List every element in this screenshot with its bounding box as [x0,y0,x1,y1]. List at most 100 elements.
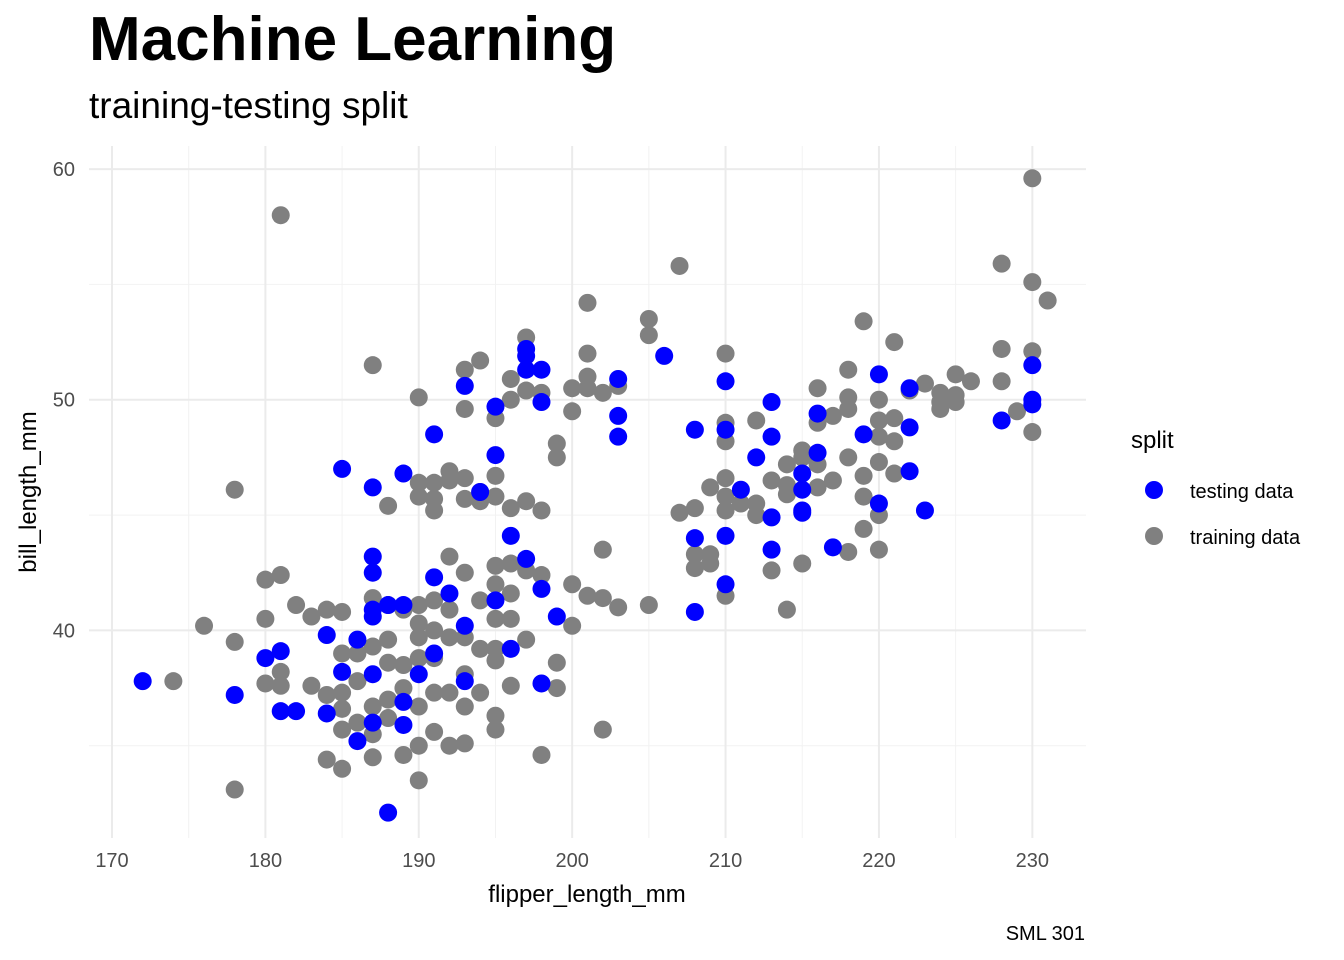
training-data-point [486,720,505,739]
testing-data-point [900,379,919,398]
training-data-point [1023,423,1042,442]
training-data-point [777,455,796,474]
training-data-point [1023,342,1042,361]
testing-data-point [609,406,628,425]
training-data-point [471,639,490,658]
testing-data-point [1023,395,1042,414]
training-data-point [961,372,980,391]
testing-data-point [501,639,520,658]
testing-data-point [501,526,520,545]
training-data-point [348,713,367,732]
testing-data-point [363,713,382,732]
training-data-point [685,559,704,578]
training-data-point [992,254,1011,273]
testing-data-point [425,568,444,587]
testing-data-point [394,715,413,734]
training-data-point [931,399,950,418]
training-data-point [869,453,888,472]
training-data-point [854,466,873,485]
testing-data-point [731,480,750,499]
training-data-point [363,637,382,656]
training-data-point [333,644,352,663]
legend-swatch-training [1145,527,1163,545]
y-tick-label: 40 [53,620,75,642]
legend-swatch-testing [1145,481,1163,499]
x-axis-title: flipper_length_mm [488,881,685,908]
testing-data-point [992,411,1011,430]
training-data-point [409,614,428,633]
testing-data-point [716,372,735,391]
training-data-point [455,469,474,488]
testing-data-point [655,346,674,365]
x-tick-label: 180 [249,850,282,872]
training-data-point [455,489,474,508]
testing-data-point [486,397,505,416]
training-data-point [762,471,781,490]
training-data-point [409,388,428,407]
x-tick-label: 220 [862,850,895,872]
training-data-point [946,393,965,412]
training-data-point [593,540,612,559]
training-data-point [317,600,336,619]
training-data-point [471,591,490,610]
training-data-point [348,644,367,663]
training-data-point [455,697,474,716]
training-data-point [440,471,459,490]
training-data-point [685,545,704,564]
training-data-point [271,676,290,695]
training-data-point [869,390,888,409]
testing-data-point [609,427,628,446]
training-data-point [593,720,612,739]
training-data-point [409,649,428,668]
training-data-point [379,709,398,728]
training-data-point [425,722,444,741]
training-data-point [869,411,888,430]
testing-data-point [271,642,290,661]
y-tick-label: 50 [53,390,75,412]
testing-data-point [363,547,382,566]
training-data-point [333,699,352,718]
training-data-point [302,607,321,626]
testing-data-point [471,483,490,501]
training-data-point [379,653,398,672]
testing-data-point [333,459,352,478]
training-data-point [455,399,474,418]
training-data-point [164,672,183,691]
training-data-point [915,374,934,393]
training-data-point [639,310,658,328]
training-data-point [563,379,582,398]
training-data-point [701,478,720,497]
training-data-point [409,771,428,790]
training-data-point [287,596,306,615]
training-data-point [425,683,444,702]
training-data-point [563,575,582,594]
testing-data-point [394,692,413,711]
training-data-point [517,381,536,400]
x-tick-label: 200 [555,850,588,872]
testing-data-point [363,563,382,582]
testing-data-point [363,478,382,497]
training-data-point [593,589,612,608]
training-data-point [639,326,658,345]
x-tick-label: 190 [402,850,435,872]
training-data-point [823,406,842,425]
training-data-point [1038,291,1057,310]
testing-data-point [716,575,735,594]
testing-data-point [517,360,536,379]
training-data-point [225,480,244,499]
training-data-point [486,609,505,628]
training-data-point [839,448,858,467]
training-data-point [793,448,812,467]
testing-data-point [363,607,382,626]
testing-data-point [532,360,551,379]
testing-data-point [532,393,551,412]
training-data-point [547,434,566,453]
testing-data-point [532,674,551,693]
training-data-point [839,399,858,418]
training-data-point [501,554,520,573]
training-data-point [1007,402,1026,421]
training-data-point [885,409,904,428]
training-data-point [256,674,275,693]
testing-data-point [685,420,704,439]
